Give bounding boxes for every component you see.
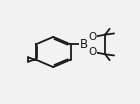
- Text: B: B: [80, 38, 88, 51]
- Text: O: O: [88, 32, 96, 42]
- Text: O: O: [88, 47, 96, 57]
